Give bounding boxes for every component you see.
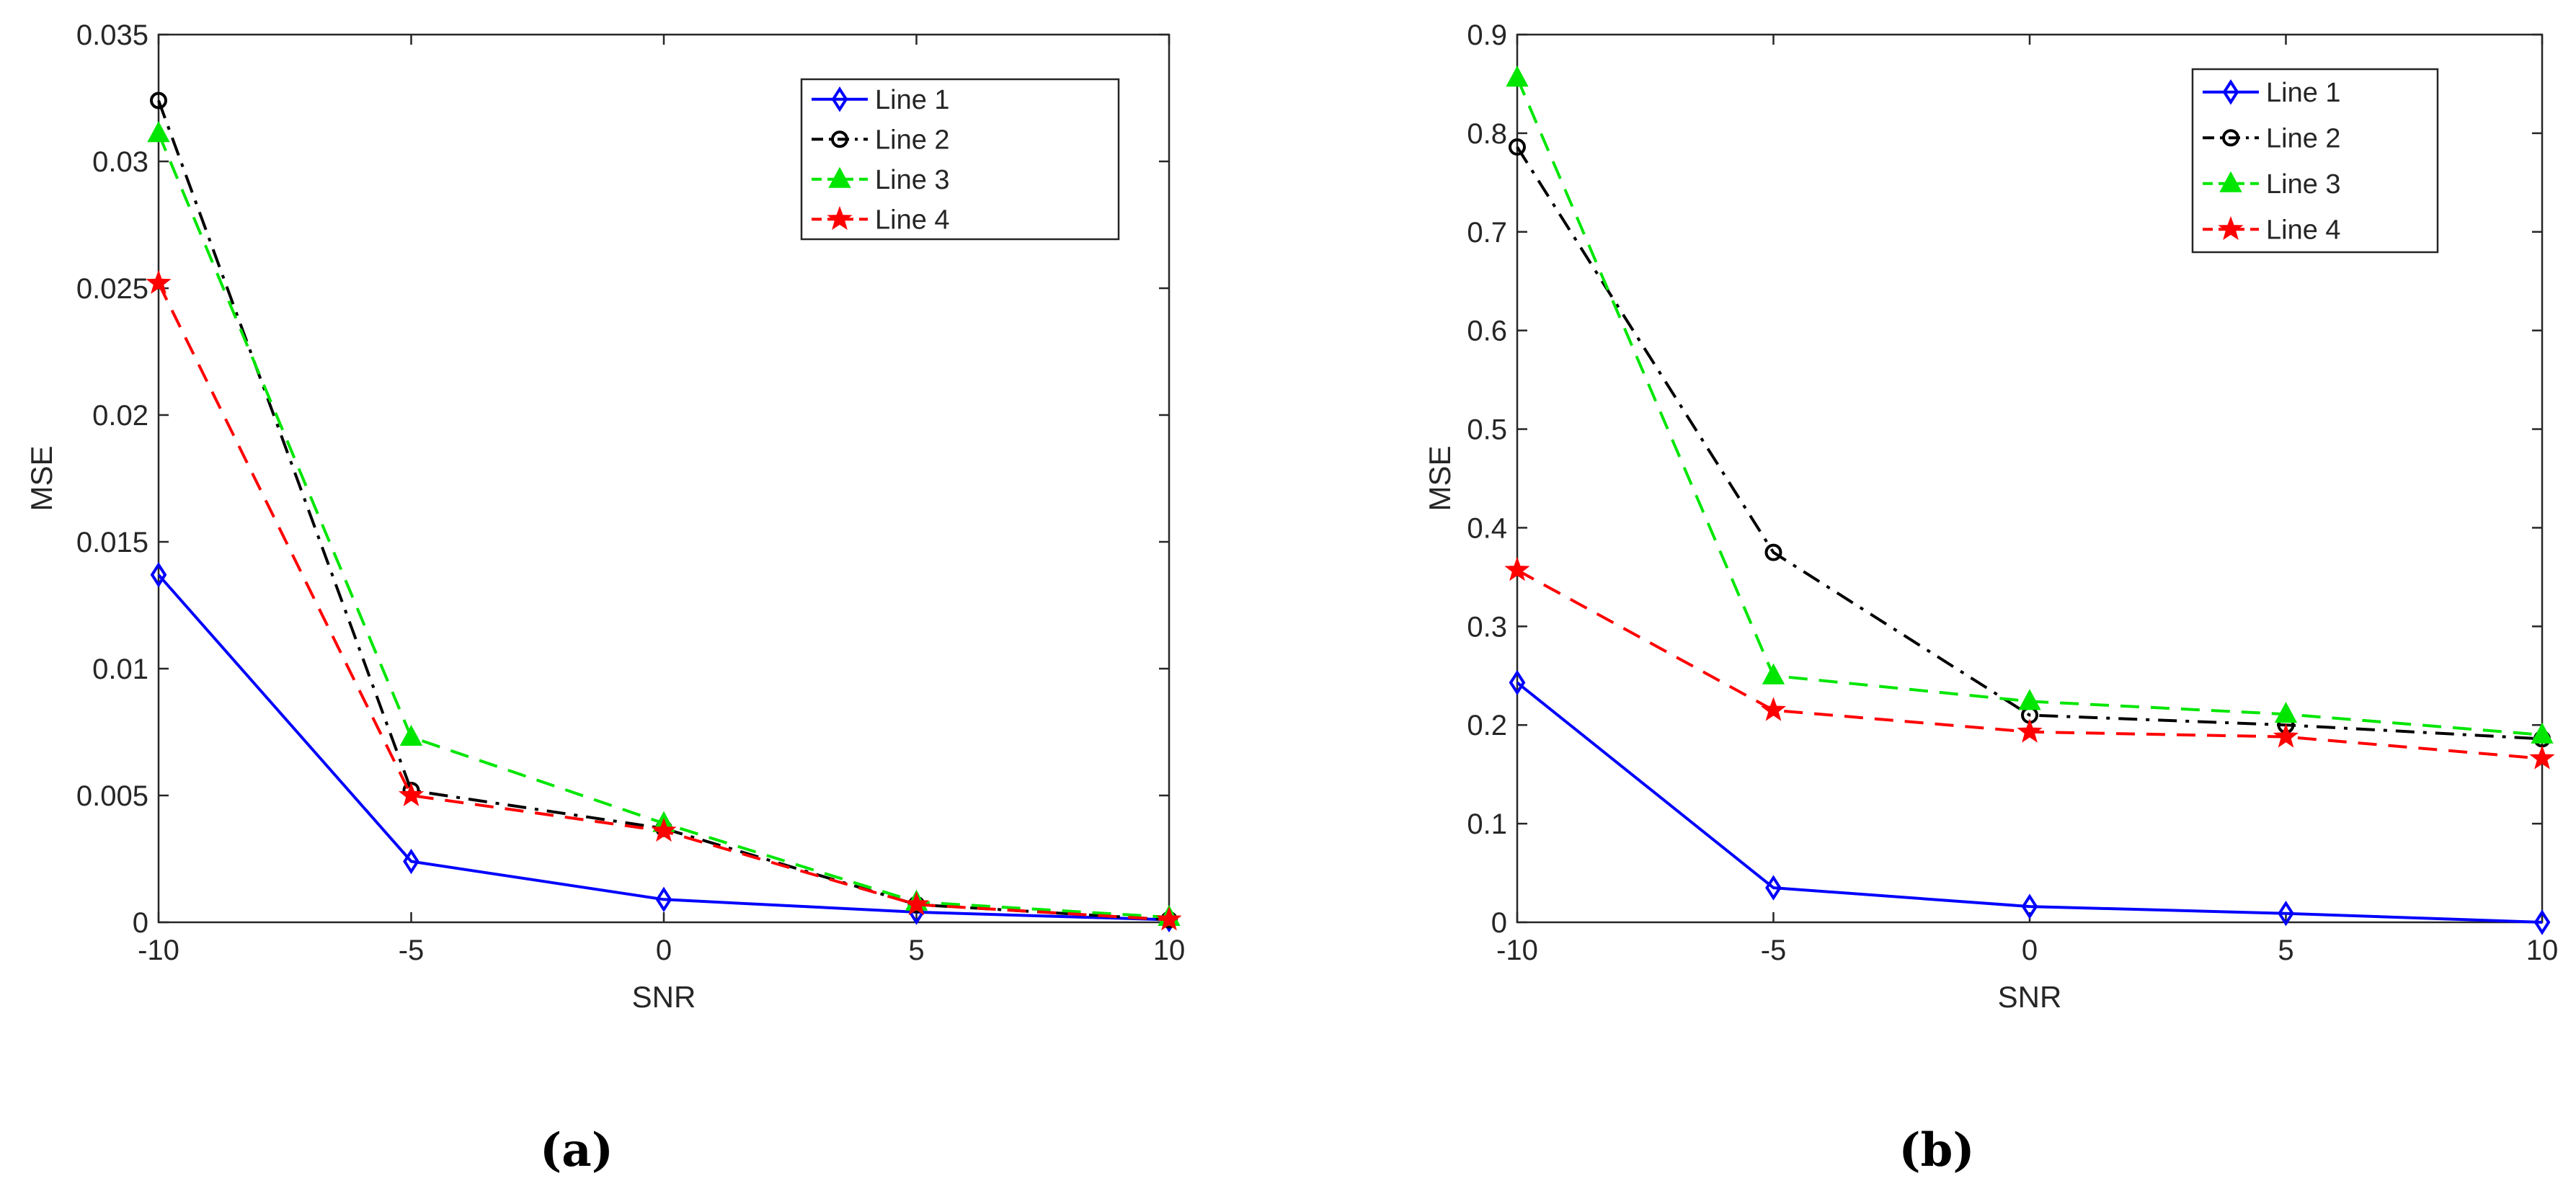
legend-marker [831, 86, 848, 112]
x-tick-label: 10 [1153, 935, 1186, 966]
y-tick-label: 0 [1491, 907, 1507, 939]
x-tick-label: -10 [138, 935, 179, 966]
x-tick-label: -5 [399, 935, 425, 966]
y-tick-label: 0.7 [1467, 217, 1507, 249]
legend-label: Line 1 [2266, 78, 2341, 108]
legend-marker [2218, 215, 2244, 241]
legend-marker [2222, 79, 2239, 105]
legend-label: Line 2 [2266, 123, 2341, 153]
series-line [1516, 77, 2543, 736]
data-point [1760, 697, 1787, 721]
data-point [2529, 745, 2555, 770]
panel-caption: (b) [1898, 1123, 1974, 1177]
chart-panel: -10 -5 0 5 10 0 0.1 0.2 0.3 0.4 0.5 0.6 0.7 0.8 0.9 SNR… [1423, 19, 2558, 1177]
series-line-4 [1504, 556, 2555, 770]
series-line [1516, 146, 2543, 741]
series-line-1 [150, 562, 1178, 933]
y-tick-label: 0.8 [1467, 118, 1507, 150]
data-point [1762, 663, 1785, 685]
series-line [1516, 681, 2543, 924]
legend-marker [827, 205, 853, 231]
data-point [1765, 875, 1782, 901]
y-tick-label: 0.035 [76, 19, 148, 51]
x-axis-label: SNR [1998, 980, 2062, 1014]
data-point [2274, 702, 2298, 723]
data-point [1504, 556, 1530, 581]
x-tick-label: 0 [656, 935, 672, 966]
x-tick-label: 0 [2022, 935, 2038, 966]
series-line-4 [146, 269, 1182, 931]
y-tick-label: 0.4 [1467, 512, 1507, 544]
series-line-1 [1509, 669, 2551, 935]
data-point [2278, 900, 2294, 927]
y-tick-label: 0.025 [76, 273, 148, 305]
x-tick-label: 10 [2526, 935, 2559, 966]
y-tick-label: 0.2 [1467, 710, 1507, 741]
legend-label: Line 4 [875, 205, 950, 235]
y-tick-label: 0.6 [1467, 316, 1507, 347]
x-tick-label: -5 [1761, 935, 1787, 966]
data-point [2021, 893, 2038, 919]
legend-label: Line 3 [2266, 169, 2341, 200]
x-axis-label: SNR [632, 980, 696, 1014]
y-tick-label: 0.02 [92, 400, 148, 432]
x-tick-label: 5 [2278, 935, 2293, 966]
legend-label: Line 3 [875, 165, 950, 195]
y-tick-label: 0.3 [1467, 611, 1507, 643]
y-tick-label: 0.015 [76, 527, 148, 558]
data-point [1509, 138, 1526, 156]
legend-marker [2219, 171, 2242, 192]
data-point [398, 782, 425, 806]
x-tick-label: 5 [908, 935, 924, 966]
legend-label: Line 2 [875, 125, 950, 155]
y-axis-label: MSE [1423, 445, 1457, 511]
data-point [1156, 906, 1182, 931]
data-point [399, 724, 423, 746]
data-point [655, 886, 672, 913]
data-point [150, 562, 167, 588]
data-point [651, 817, 677, 842]
y-axis-label: MSE [25, 445, 58, 511]
y-tick-label: 0.9 [1467, 19, 1507, 51]
data-point [150, 92, 167, 110]
legend-box [800, 78, 1120, 241]
y-tick-label: 0.5 [1467, 414, 1507, 446]
legend-label: Line 4 [2266, 215, 2341, 245]
y-tick-label: 0.01 [92, 654, 148, 685]
chart-panel: -10 -5 0 5 10 0 0.005 0.01 0.015 0.02 0.025 0.03 0.0… [25, 19, 1185, 1177]
data-point [1509, 669, 1526, 696]
legend-marker [2222, 129, 2239, 147]
data-point [403, 848, 419, 875]
y-tick-label: 0 [133, 907, 148, 939]
y-tick-label: 0.03 [92, 146, 148, 178]
y-tick-label: 0.1 [1467, 808, 1507, 840]
legend-marker [828, 166, 851, 188]
data-point [903, 891, 930, 916]
data-point [2531, 722, 2554, 744]
data-point [1764, 543, 1782, 561]
data-point [1506, 66, 1529, 87]
series-line [157, 99, 1170, 922]
y-tick-label: 0.005 [76, 780, 148, 812]
series-line [157, 574, 1170, 922]
series-line-3 [1506, 66, 2554, 744]
data-point [2273, 723, 2299, 748]
legend-label: Line 1 [875, 85, 950, 115]
data-point [2018, 689, 2041, 710]
panel-caption: (a) [540, 1123, 613, 1177]
legend: Line 1 Line 2 Line 3 Line 4 [800, 78, 1120, 241]
legend-marker [831, 130, 848, 148]
data-point [147, 121, 170, 143]
data-point [2017, 718, 2043, 743]
x-tick-label: -10 [1496, 935, 1538, 966]
legend: Line 1 Line 2 Line 3 Line 4 [2191, 68, 2439, 254]
data-point [146, 269, 172, 294]
data-point [2533, 909, 2551, 935]
